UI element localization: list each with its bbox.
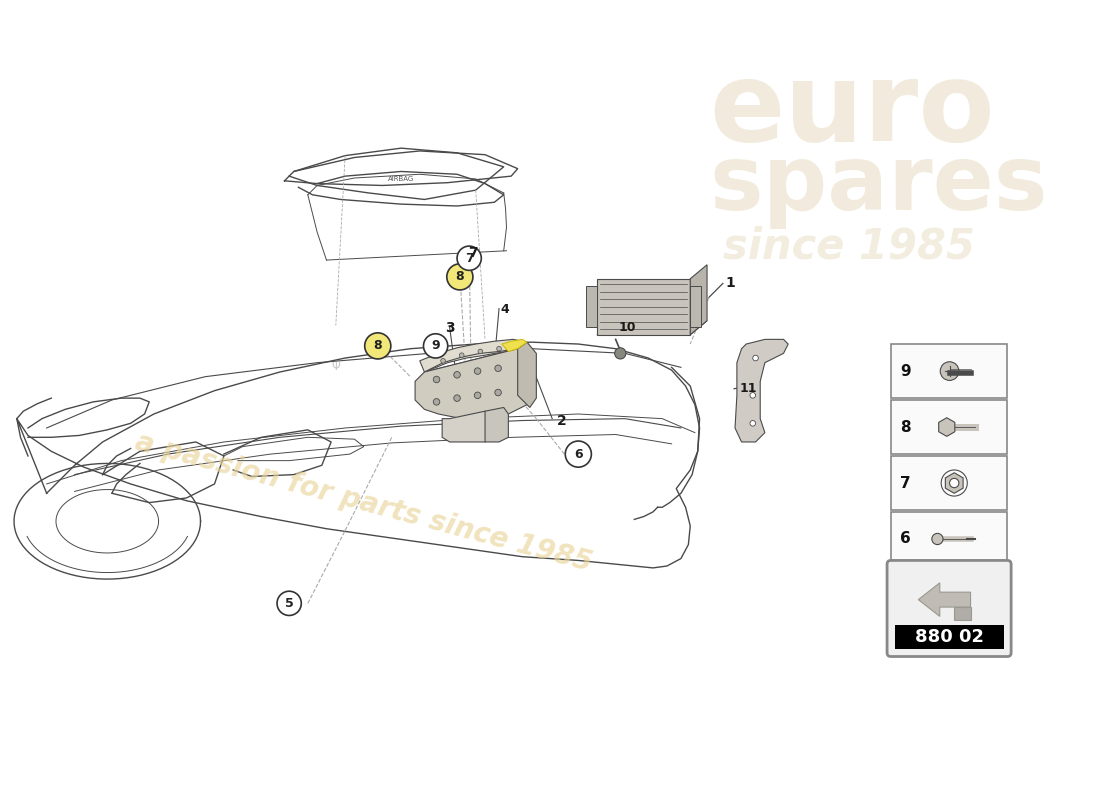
Circle shape (447, 264, 473, 290)
Text: 8: 8 (374, 339, 382, 352)
Bar (891, 344, 1008, 398)
Circle shape (750, 393, 756, 398)
FancyBboxPatch shape (887, 561, 1011, 657)
Text: euro: euro (708, 58, 994, 164)
Circle shape (495, 365, 502, 371)
Polygon shape (597, 321, 707, 334)
Bar (891, 456, 1008, 510)
Text: 7: 7 (469, 246, 477, 260)
Circle shape (441, 358, 446, 363)
Text: 3: 3 (444, 321, 454, 335)
Text: 7: 7 (900, 475, 911, 490)
Circle shape (474, 368, 481, 374)
Polygon shape (691, 286, 702, 327)
Circle shape (454, 395, 460, 402)
Circle shape (615, 348, 626, 359)
Text: 2: 2 (557, 414, 566, 427)
Polygon shape (415, 349, 527, 418)
Text: 5: 5 (285, 597, 294, 610)
Text: Ψ: Ψ (331, 362, 340, 372)
Text: 9: 9 (900, 363, 911, 378)
Text: 7: 7 (465, 252, 474, 265)
Text: 880 02: 880 02 (914, 628, 983, 646)
Polygon shape (502, 339, 527, 351)
Bar (894, 625, 1003, 649)
Text: 10: 10 (618, 321, 636, 334)
Text: spares: spares (708, 142, 1047, 230)
Polygon shape (586, 286, 597, 327)
Polygon shape (954, 607, 970, 620)
Text: 11: 11 (739, 382, 757, 395)
Text: 1: 1 (726, 277, 736, 290)
Text: 9: 9 (431, 339, 440, 352)
Text: a passion for parts since 1985: a passion for parts since 1985 (132, 428, 595, 577)
Circle shape (277, 591, 301, 615)
Circle shape (478, 349, 483, 354)
Circle shape (750, 421, 756, 426)
Circle shape (495, 390, 502, 396)
Text: 6: 6 (900, 531, 911, 546)
Circle shape (424, 334, 448, 358)
Text: since 1985: since 1985 (723, 225, 975, 267)
Circle shape (940, 362, 959, 381)
Circle shape (565, 441, 592, 467)
Circle shape (474, 392, 481, 398)
Bar (891, 400, 1008, 454)
Circle shape (458, 246, 482, 270)
Bar (891, 512, 1008, 566)
Circle shape (949, 478, 959, 488)
Circle shape (454, 371, 460, 378)
Polygon shape (938, 418, 955, 436)
Polygon shape (735, 339, 789, 442)
Polygon shape (425, 349, 527, 410)
Circle shape (932, 534, 943, 545)
Text: 8: 8 (455, 270, 464, 283)
Polygon shape (485, 407, 508, 442)
Polygon shape (945, 473, 964, 494)
Text: 4: 4 (500, 303, 509, 316)
Polygon shape (597, 278, 691, 334)
Polygon shape (691, 265, 707, 334)
Polygon shape (420, 339, 527, 372)
Text: AIRBAG: AIRBAG (388, 176, 415, 182)
Polygon shape (425, 342, 527, 372)
Text: 8: 8 (900, 419, 911, 434)
Polygon shape (442, 411, 493, 442)
Circle shape (752, 355, 758, 361)
Text: 6: 6 (574, 448, 583, 461)
Circle shape (433, 398, 440, 405)
Circle shape (497, 346, 502, 351)
Polygon shape (918, 583, 970, 617)
Circle shape (460, 353, 464, 358)
Circle shape (365, 333, 390, 359)
Circle shape (433, 376, 440, 382)
Polygon shape (518, 342, 537, 407)
